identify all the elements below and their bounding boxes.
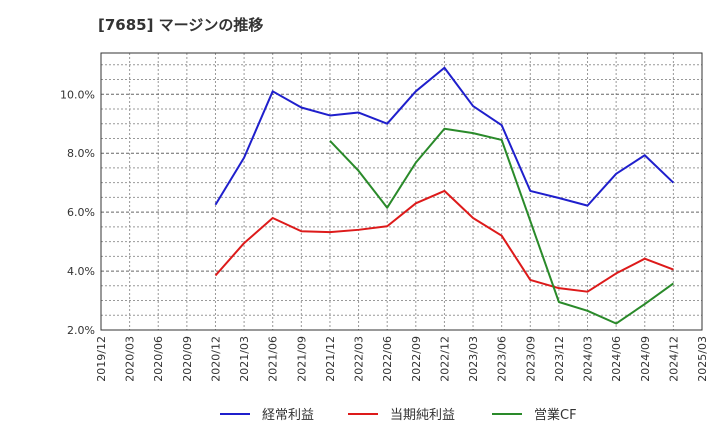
plot-frame	[100, 52, 703, 331]
x-tick-labels: 2019/12 2020/03 2020/06 2020/09 2020/12 2021/…	[95, 336, 709, 382]
legend-label: 当期純利益	[390, 408, 455, 423]
x-tick-label: 2023/12	[553, 336, 566, 382]
x-tick-label: 2020/12	[209, 336, 222, 382]
x-tick-label: 2025/03	[696, 336, 709, 382]
y-tick-label: 6.0%	[67, 206, 95, 219]
x-tick-label: 2024/03	[582, 336, 595, 382]
x-tick-label: 2023/06	[496, 336, 509, 382]
chart-title: [7685] マージンの推移	[98, 16, 264, 34]
legend-label: 経常利益	[262, 408, 314, 423]
x-tick-label: 2022/06	[381, 336, 394, 382]
x-tick-label: 2024/06	[610, 336, 623, 382]
x-tick-label: 2020/09	[181, 336, 194, 382]
x-tick-label: 2024/09	[639, 336, 652, 382]
legend-label: 営業CF	[534, 407, 577, 423]
series-line	[214, 189, 674, 293]
x-tick-label: 2020/03	[124, 336, 137, 382]
series-layer	[214, 66, 675, 325]
x-tick-label: 2023/03	[467, 336, 480, 382]
x-tick-label: 2024/12	[667, 336, 680, 382]
x-tick-label: 2022/09	[410, 336, 423, 382]
y-tick-label: 8.0%	[67, 147, 95, 160]
y-tick-label: 2.0%	[67, 324, 95, 337]
series-line	[329, 127, 674, 325]
x-tick-label: 2021/12	[324, 336, 337, 382]
x-tick-label: 2019/12	[95, 336, 108, 382]
y-tick-label: 4.0%	[67, 265, 95, 278]
y-tick-labels: 2.0% 4.0% 6.0% 8.0% 10.0%	[60, 88, 95, 337]
legend: 経常利益 当期純利益 営業CF	[220, 407, 577, 423]
x-tick-label: 2023/09	[524, 336, 537, 382]
x-tick-label: 2021/06	[267, 336, 280, 382]
x-tick-label: 2020/06	[152, 336, 165, 382]
x-tick-label: 2022/12	[438, 336, 451, 382]
grid-layer	[101, 53, 702, 330]
x-tick-label: 2022/03	[353, 336, 366, 382]
x-tick-label: 2021/09	[295, 336, 308, 382]
y-tick-label: 10.0%	[60, 88, 95, 101]
x-tick-label: 2021/03	[238, 336, 251, 382]
series-line	[214, 66, 675, 207]
